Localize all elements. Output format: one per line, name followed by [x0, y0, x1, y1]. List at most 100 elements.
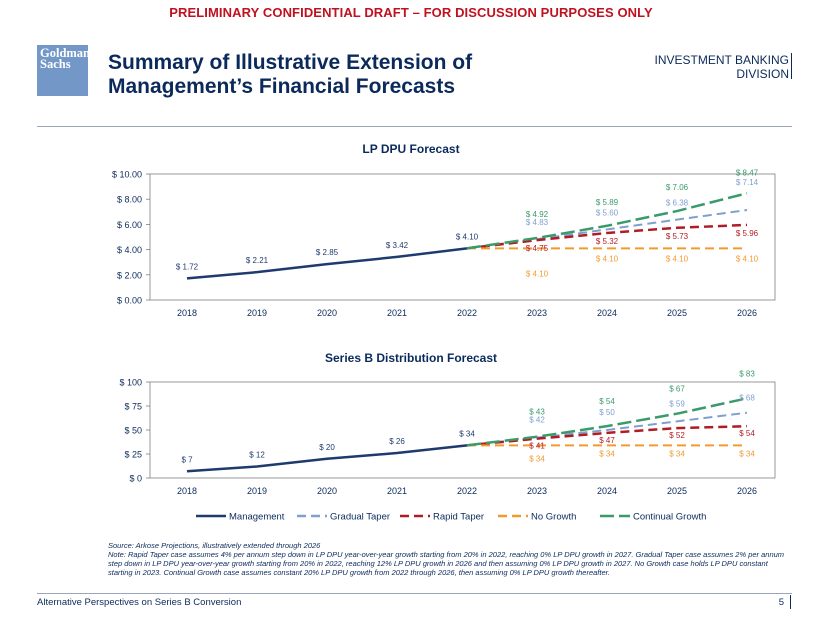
- data-label-continual-growth: $ 54: [599, 397, 615, 406]
- y-tick-label: $ 100: [119, 378, 142, 388]
- logo-line-2: Sachs: [40, 57, 71, 71]
- data-label-continual-growth: $ 67: [669, 385, 685, 394]
- chart-legend: Management Gradual Taper Rapid Taper No Gro…: [196, 512, 706, 523]
- data-label-management: $ 7: [181, 455, 193, 464]
- page-number: 5: [778, 597, 784, 608]
- series-line-management: [186, 444, 468, 473]
- y-tick-label: $ 10.00: [112, 170, 142, 180]
- legend-label-management: Management: [229, 512, 285, 523]
- data-label-gradual-taper: $ 50: [599, 408, 615, 417]
- y-tick-label: $ 0: [129, 474, 142, 484]
- data-label-continual-growth: $ 43: [529, 408, 545, 417]
- data-label-rapid-taper: $ 54: [739, 429, 755, 438]
- data-label-continual-growth: $ 4.92: [526, 210, 549, 219]
- methodology-note: Note: Rapid Taper case assumes 4% per an…: [108, 550, 785, 577]
- confidential-banner: PRELIMINARY CONFIDENTIAL DRAFT – FOR DIS…: [169, 5, 653, 20]
- y-tick-label: $ 75: [124, 402, 142, 412]
- y-tick-label: $ 0.00: [117, 296, 142, 306]
- legend-label-no-growth: No Growth: [531, 512, 576, 523]
- x-tick-label: 2021: [387, 308, 407, 318]
- lp-dpu-chart-title: LP DPU Forecast: [362, 142, 460, 156]
- data-label-rapid-taper: $ 41: [529, 442, 545, 451]
- x-tick-label: 2018: [177, 308, 197, 318]
- x-tick-label: 2022: [457, 308, 477, 318]
- data-label-no-growth: $ 4.10: [596, 254, 619, 263]
- data-label-management: $ 1.72: [176, 262, 199, 271]
- x-tick-label: 2020: [317, 486, 337, 496]
- y-tick-label: $ 2.00: [117, 270, 142, 280]
- data-label-rapid-taper: $ 5.96: [736, 229, 759, 238]
- x-tick-label: 2026: [737, 308, 757, 318]
- data-label-gradual-taper: $ 59: [669, 399, 685, 408]
- division-line-1: INVESTMENT BANKING: [654, 53, 789, 67]
- y-tick-label: $ 6.00: [117, 220, 142, 230]
- x-tick-label: 2018: [177, 486, 197, 496]
- legend-label-gradual-taper: Gradual Taper: [330, 512, 390, 523]
- goldman-sachs-logo: Goldman Sachs: [37, 45, 91, 96]
- legend-label-rapid-taper: Rapid Taper: [433, 512, 484, 523]
- series-line-continual-growth: [466, 397, 748, 447]
- data-label-gradual-taper: $ 42: [529, 416, 545, 425]
- x-tick-label: 2022: [457, 486, 477, 496]
- data-label-no-growth: $ 34: [599, 449, 615, 458]
- data-label-gradual-taper: $ 6.38: [666, 199, 689, 208]
- series-line-rapid-taper: [466, 223, 748, 250]
- division-label: INVESTMENT BANKING DIVISION: [655, 53, 789, 81]
- x-tick-label: 2024: [597, 486, 617, 496]
- data-label-no-growth: $ 4.10: [526, 269, 549, 278]
- data-label-continual-growth: $ 8.47: [736, 168, 759, 177]
- data-label-no-growth: $ 4.10: [736, 254, 759, 263]
- series-line-rapid-taper: [466, 424, 748, 447]
- series-line-management: [186, 247, 468, 280]
- division-divider: [791, 53, 792, 79]
- footer-text: Alternative Perspectives on Series B Con…: [37, 597, 242, 608]
- data-label-continual-growth: $ 83: [739, 369, 755, 378]
- data-label-management: $ 34: [459, 429, 475, 438]
- data-label-no-growth: $ 34: [669, 449, 685, 458]
- data-label-management: $ 2.21: [246, 256, 269, 265]
- data-label-no-growth: $ 34: [739, 449, 755, 458]
- data-label-management: $ 26: [389, 437, 405, 446]
- data-label-management: $ 2.85: [316, 248, 339, 257]
- data-label-rapid-taper: $ 5.32: [596, 237, 619, 246]
- x-tick-label: 2020: [317, 308, 337, 318]
- x-tick-label: 2023: [527, 308, 547, 318]
- series-line-continual-growth: [466, 192, 748, 250]
- page-title-line-2: Management’s Financial Forecasts: [108, 75, 456, 98]
- page-title-line-1: Summary of Illustrative Extension of: [108, 51, 473, 74]
- x-tick-label: 2024: [597, 308, 617, 318]
- y-tick-label: $ 50: [124, 426, 142, 436]
- series-b-distribution-chart: $ 0 $ 25 $ 50 $ 75 $ 100 2018 2019 2020 2021 2022…: [119, 369, 776, 496]
- lp-dpu-forecast-chart: $ 0.00 $ 2.00 $ 4.00 $ 6.00 $ 8.00 $ 10.00 201…: [112, 168, 776, 318]
- y-tick-label: $ 4.00: [117, 245, 142, 255]
- x-tick-label: 2021: [387, 486, 407, 496]
- data-label-gradual-taper: $ 4.83: [526, 218, 549, 227]
- data-label-continual-growth: $ 5.89: [596, 198, 619, 207]
- y-tick-label: $ 25: [124, 450, 142, 460]
- source-note: Source: Arkose Projections, illustrative…: [108, 541, 321, 550]
- legend-label-continual-growth: Continual Growth: [633, 512, 706, 523]
- data-label-rapid-taper: $ 47: [599, 436, 615, 445]
- header-divider: [37, 126, 792, 127]
- series-b-chart-title: Series B Distribution Forecast: [324, 351, 498, 365]
- data-label-rapid-taper: $ 52: [669, 431, 685, 440]
- data-label-gradual-taper: $ 7.14: [736, 178, 759, 187]
- y-tick-label: $ 8.00: [117, 195, 142, 205]
- x-tick-label: 2025: [667, 486, 687, 496]
- data-label-management: $ 20: [319, 443, 335, 452]
- plot-frame: [149, 173, 776, 301]
- x-tick-label: 2019: [247, 308, 267, 318]
- data-label-management: $ 3.42: [386, 241, 409, 250]
- data-label-continual-growth: $ 7.06: [666, 183, 689, 192]
- data-label-rapid-taper: $ 4.75: [526, 244, 549, 253]
- x-tick-label: 2025: [667, 308, 687, 318]
- logo-line-1: Goldman: [40, 46, 91, 60]
- data-label-rapid-taper: $ 5.73: [666, 232, 689, 241]
- page-number-divider: [790, 595, 791, 609]
- x-tick-label: 2026: [737, 486, 757, 496]
- division-line-2: DIVISION: [736, 67, 789, 81]
- data-label-gradual-taper: $ 5.60: [596, 208, 619, 217]
- x-tick-label: 2019: [247, 486, 267, 496]
- data-label-management: $ 12: [249, 450, 265, 459]
- data-label-no-growth: $ 4.10: [666, 254, 689, 263]
